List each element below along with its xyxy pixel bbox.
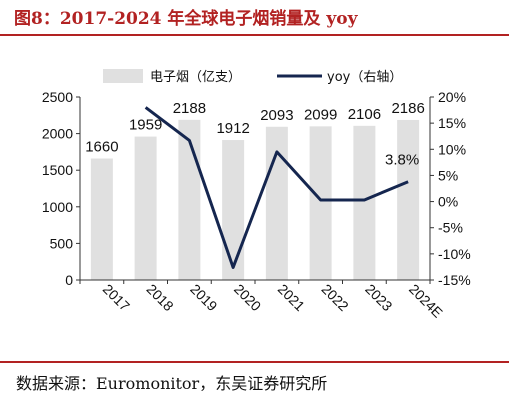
x-tick-label-2019: 2019 [187, 281, 220, 314]
right-tick-label: 20% [438, 89, 466, 105]
right-tick-label: -5% [438, 220, 463, 236]
left-tick-label: 0 [65, 272, 73, 288]
x-tick-label-2022: 2022 [319, 281, 352, 314]
data-label-2022: 2099 [304, 106, 337, 123]
bar-2017 [90, 158, 113, 280]
x-tick-label-2017: 2017 [100, 281, 133, 314]
right-tick-label: -10% [438, 246, 471, 262]
bar-2021 [265, 126, 288, 281]
legend-bar-label: 电子烟（亿支） [150, 70, 241, 85]
data-label-2018: 1959 [129, 117, 162, 134]
data-label-2019: 2188 [173, 100, 206, 117]
data-label-2024E: 2186 [391, 100, 424, 117]
data-label-2017: 1660 [85, 138, 118, 155]
left-tick-label: 2500 [42, 89, 73, 105]
right-tick-label: 5% [438, 167, 458, 183]
right-tick-label: -15% [438, 272, 471, 288]
left-tick-label: 1500 [42, 162, 73, 178]
legend-bar-swatch [103, 69, 143, 83]
x-tick-label-2023: 2023 [362, 281, 395, 314]
data-label-2021: 2093 [260, 107, 293, 124]
chart-title: 图8：2017-2024 年全球电子烟销量及 yoy [14, 9, 358, 29]
title-divider [0, 34, 509, 36]
bar-2022 [309, 126, 332, 280]
bar-2018 [134, 136, 157, 280]
left-tick-label: 1000 [42, 199, 73, 215]
yoy-value-label: 3.8% [385, 152, 419, 169]
right-tick-label: 10% [438, 141, 466, 157]
source-note: 数据来源：Euromonitor，东吴证券研究所 [16, 374, 328, 393]
footer-divider [0, 361, 509, 363]
data-label-2023: 2106 [348, 106, 381, 123]
x-tick-label-2018: 2018 [144, 281, 177, 314]
x-tick-label-2020: 2020 [231, 281, 264, 314]
x-tick-label-2021: 2021 [275, 281, 308, 314]
data-label-2020: 1912 [216, 120, 249, 137]
bar-2024E [397, 119, 420, 280]
bar-2020 [222, 140, 245, 280]
left-tick-label: 500 [50, 235, 74, 251]
bar-2023 [353, 125, 376, 281]
yoy-line [144, 106, 409, 269]
legend-line-label: yoy（右轴） [327, 70, 402, 85]
left-tick-label: 2000 [42, 126, 73, 142]
right-tick-label: 0% [438, 194, 458, 210]
right-tick-label: 15% [438, 115, 466, 131]
